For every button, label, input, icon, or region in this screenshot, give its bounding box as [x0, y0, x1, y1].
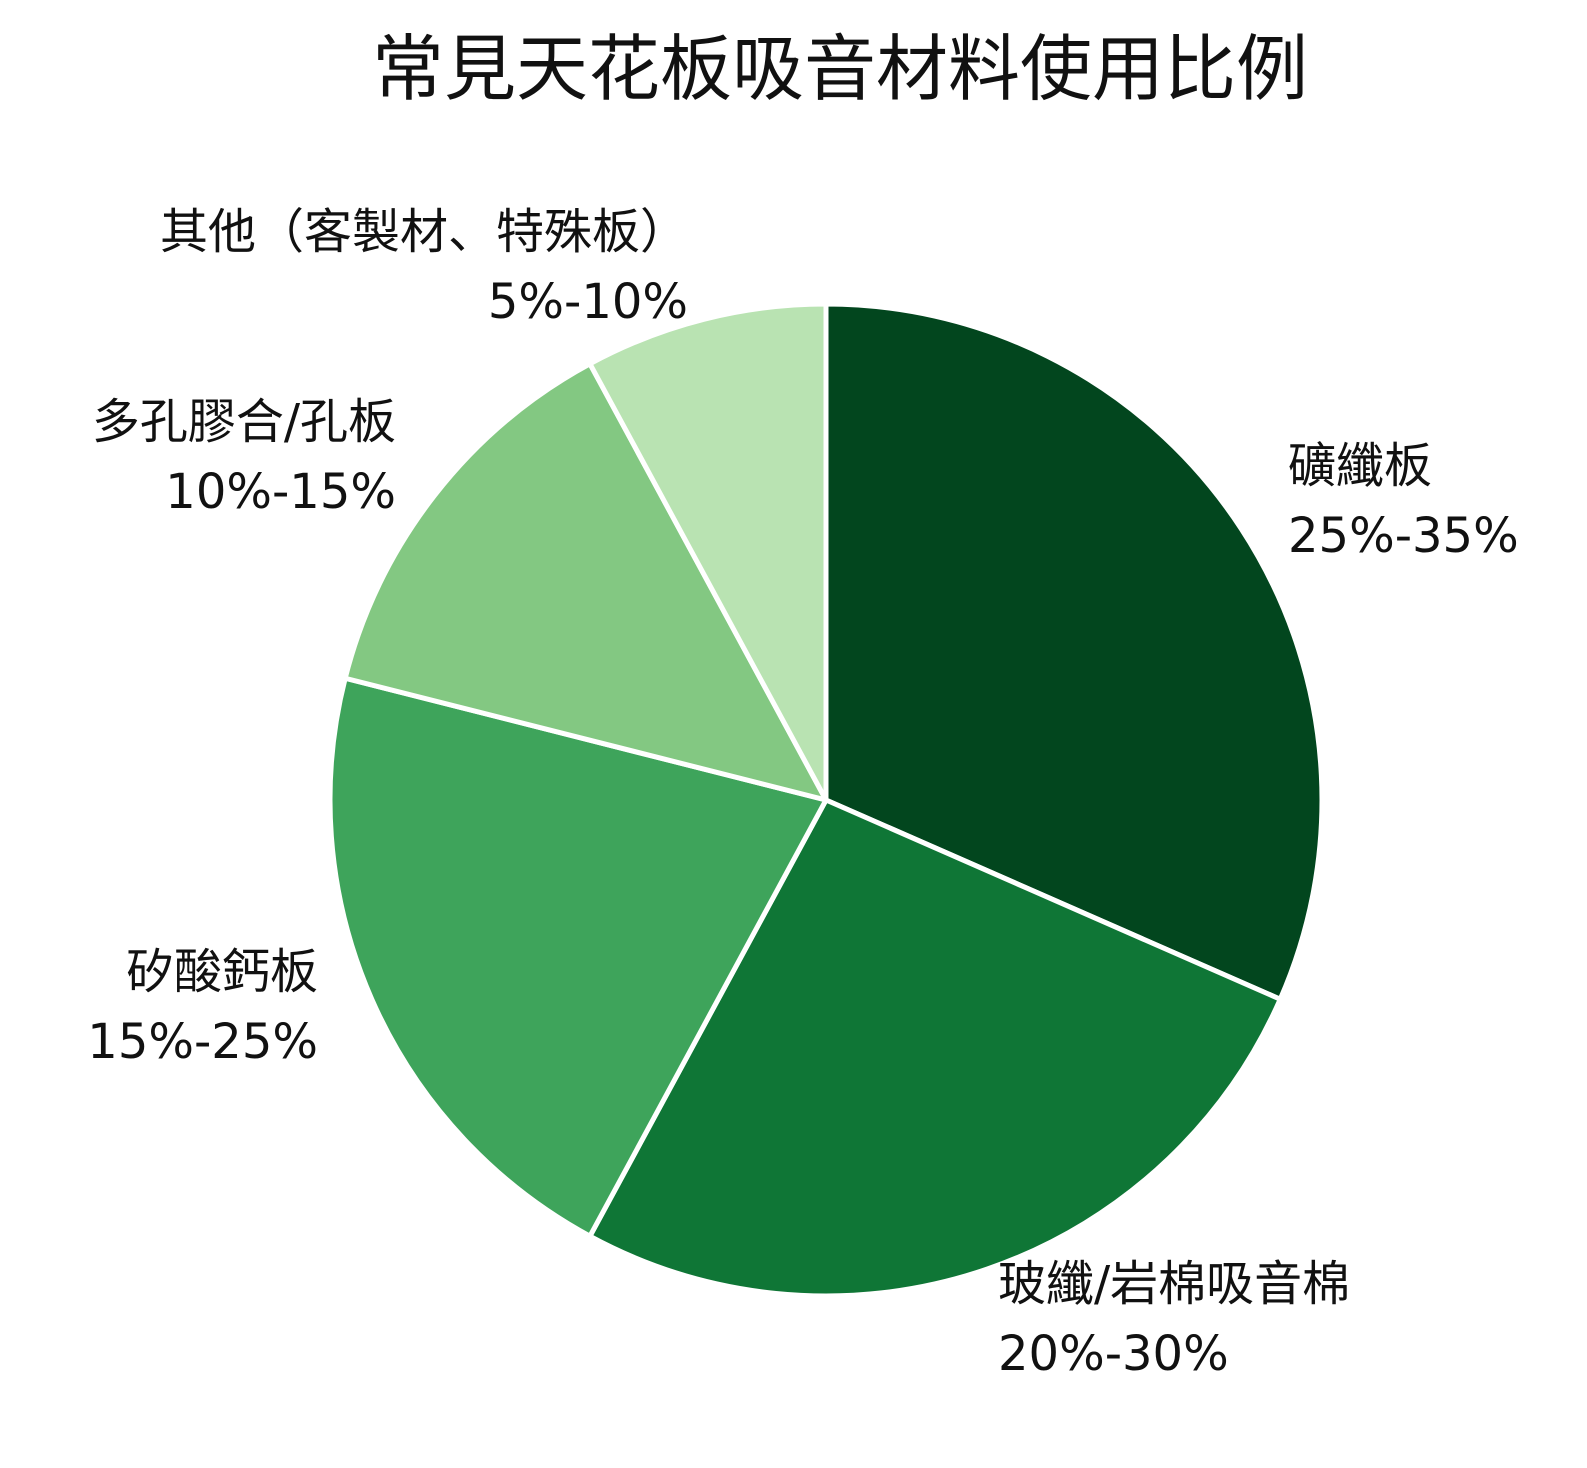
slice-label-name: 玻纖/岩棉吸音棉 — [998, 1256, 1350, 1312]
slice-label-range: 5%-10% — [488, 274, 688, 330]
slice-label-name: 礦纖板 — [1288, 438, 1432, 494]
pie-slice — [342, 361, 829, 803]
chart-title: 常見天花板吸音材料使用比例 — [372, 27, 1308, 111]
slice-label-name: 多孔膠合/孔板 — [92, 394, 396, 450]
pie-slice — [823, 301, 1325, 1002]
slice-label-name: 其他（客製材、特殊板） — [160, 204, 688, 260]
pie-slices — [327, 301, 1325, 1299]
slice-label-range: 15%-25% — [87, 1014, 318, 1070]
pie-slice — [327, 675, 829, 1239]
slice-label-range: 10%-15% — [165, 464, 396, 520]
slice-label-range: 20%-30% — [998, 1326, 1229, 1382]
slice-label-name: 矽酸鈣板 — [126, 944, 318, 1000]
pie-slice — [587, 301, 829, 803]
slice-label-range: 25%-35% — [1288, 508, 1519, 564]
pie-labels: 礦纖板 25%-35% 玻纖/岩棉吸音棉 20%-30% 矽酸鈣板 15%-25% 多孔膠合… — [87, 204, 1518, 1382]
pie-slice — [587, 797, 1283, 1299]
